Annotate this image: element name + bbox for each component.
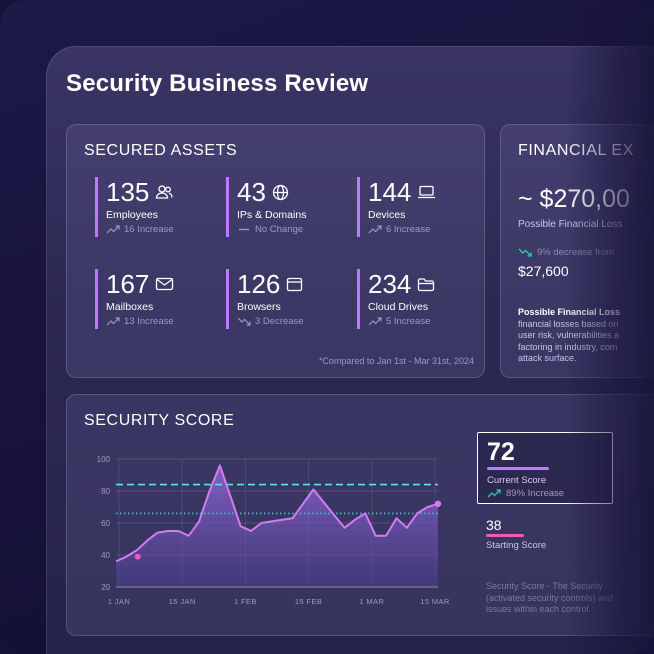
asset-change: 6 Increase: [368, 224, 478, 235]
no-change-icon: [237, 225, 251, 234]
asset-label: Devices: [368, 209, 406, 221]
current-score-label: Current Score: [487, 475, 547, 486]
asset-employees: 135 Employees 16 Increase: [95, 177, 216, 237]
laptop-icon: [417, 185, 436, 199]
y-tick-label: 60: [101, 519, 110, 528]
asset-change-text: 13 Increase: [124, 316, 174, 327]
x-tick-label: 1 MAR: [359, 597, 384, 606]
financial-desc-line: user risk, vulnerabilities a: [518, 330, 620, 340]
asset-label: IPs & Domains: [237, 209, 307, 221]
asset-change: No Change: [237, 224, 347, 235]
score-desc-line: Security Score - The Security: [486, 581, 603, 591]
asset-devices: 144 Devices 6 Increase: [357, 177, 478, 237]
asset-change-text: 3 Decrease: [255, 316, 304, 327]
financial-trend-text: 9% decrease from: [537, 247, 615, 258]
asset-count: 43: [237, 176, 266, 207]
asset-change-text: 5 Increase: [386, 316, 431, 327]
security-score-card: SECURITY SCORE 100 80 60 40 20 1 JAN 15 JAN 1 F…: [66, 394, 654, 636]
dashboard-window: Security Business Review SECURED ASSETS …: [46, 46, 654, 654]
asset-label: Employees: [106, 209, 158, 221]
current-score-bar: [487, 467, 549, 470]
score-area-fill: [116, 465, 438, 587]
asset-change-text: 6 Increase: [386, 224, 431, 235]
trend-down-icon: [518, 248, 532, 257]
asset-cloud-drives: 234 Cloud Drives 5 Increase: [357, 269, 478, 329]
y-tick-label: 40: [101, 551, 110, 560]
financial-trend-value: $27,600: [518, 263, 569, 279]
current-score-box: 72 Current Score 89% Increase: [477, 432, 613, 504]
financial-desc-bold: Possible Financial Loss: [518, 307, 621, 317]
mail-icon: [155, 277, 174, 291]
trend-up-icon: [368, 225, 382, 234]
browser-icon: [286, 277, 303, 292]
starting-score-label: Starting Score: [486, 540, 547, 551]
trend-up-icon: [487, 489, 501, 498]
folder-icon: [417, 277, 435, 292]
x-tick-label: 15 MAR: [420, 597, 450, 606]
financial-trend: 9% decrease from: [518, 247, 614, 258]
x-tick-label: 1 FEB: [234, 597, 257, 606]
x-tick-label: 15 JAN: [169, 597, 196, 606]
globe-icon: [272, 184, 289, 201]
y-tick-label: 100: [97, 455, 111, 464]
financial-exposure-card: FINANCIAL EX ~ $270,00 Possible Financia…: [500, 124, 654, 378]
score-line: [115, 464, 439, 563]
users-icon: [155, 184, 174, 200]
asset-change: 5 Increase: [368, 316, 478, 327]
asset-change-text: No Change: [255, 224, 304, 235]
score-desc-line: issues within each control.: [486, 604, 592, 614]
current-score-change: 89% Increase: [506, 488, 565, 499]
asset-ips-domains: 43 IPs & Domains No Change: [226, 177, 347, 237]
x-tick-label: 1 JAN: [108, 597, 130, 606]
asset-label: Mailboxes: [106, 301, 154, 313]
security-score-description: Security Score - The Security (activated…: [486, 581, 654, 616]
secured-assets-title: SECURED ASSETS: [84, 142, 238, 159]
asset-count: 135: [106, 176, 150, 207]
secured-assets-card: SECURED ASSETS 135 Employees 16 Increase…: [66, 124, 485, 378]
y-tick-label: 20: [101, 583, 110, 592]
financial-amount-label: Possible Financial Loss: [518, 219, 623, 230]
trend-up-icon: [368, 317, 382, 326]
asset-label: Cloud Drives: [368, 301, 429, 313]
asset-change-text: 16 Increase: [124, 224, 174, 235]
start-point: [134, 553, 141, 560]
financial-description: Possible Financial Loss financial losses…: [518, 307, 654, 365]
x-tick-label: 15 FEB: [295, 597, 322, 606]
trend-down-icon: [237, 317, 251, 326]
starting-score-bar: [486, 534, 524, 537]
financial-desc-line: attack surface.: [518, 353, 577, 363]
page-title: Security Business Review: [66, 70, 369, 97]
financial-desc-line: factoring in industry, com: [518, 341, 618, 352]
asset-change: 13 Increase: [106, 316, 216, 327]
score-desc-line: (activated security controls) and: [486, 592, 614, 603]
asset-label: Browsers: [237, 301, 281, 313]
comparison-footnote: *Compared to Jan 1st - Mar 31st, 2024: [318, 356, 474, 366]
security-score-title: SECURITY SCORE: [84, 412, 235, 429]
asset-count: 126: [237, 268, 281, 299]
asset-count: 144: [368, 176, 412, 207]
current-score-trend: 89% Increase: [487, 488, 564, 499]
asset-change: 3 Decrease: [237, 316, 347, 327]
financial-amount: ~ $270,00: [518, 185, 630, 213]
starting-score-value: 38: [486, 517, 502, 533]
current-score-value: 72: [487, 438, 515, 466]
asset-count: 234: [368, 268, 412, 299]
y-tick-label: 80: [101, 487, 110, 496]
asset-mailboxes: 167 Mailboxes 13 Increase: [95, 269, 216, 329]
asset-count: 167: [106, 268, 150, 299]
financial-desc-line: financial losses based on: [518, 318, 619, 329]
financial-title: FINANCIAL EX: [518, 142, 634, 159]
trend-up-icon: [106, 317, 120, 326]
asset-change: 16 Increase: [106, 224, 216, 235]
asset-browsers: 126 Browsers 3 Decrease: [226, 269, 347, 329]
trend-up-icon: [106, 225, 120, 234]
security-score-chart: 100 80 60 40 20 1 JAN 15 JAN 1 FEB 15 FEB 1 MAR 15…: [97, 455, 450, 606]
end-point: [434, 500, 442, 507]
